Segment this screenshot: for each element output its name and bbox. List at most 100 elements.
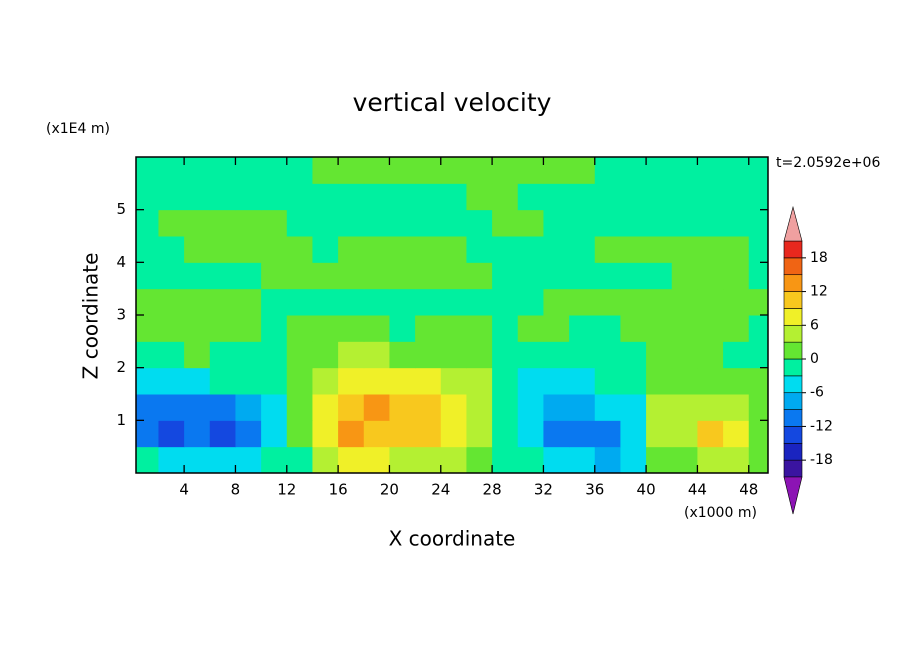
colorbar-band bbox=[783, 240, 803, 259]
contour-cell bbox=[646, 236, 673, 263]
contour-cell bbox=[594, 446, 621, 473]
contour-cell bbox=[723, 394, 750, 421]
x-tick-label: 48 bbox=[739, 481, 758, 499]
contour-cell bbox=[209, 236, 236, 263]
colorbar-band bbox=[783, 442, 803, 461]
contour-cell bbox=[363, 209, 390, 237]
contour-cell bbox=[261, 420, 288, 448]
contour-cell bbox=[415, 262, 442, 290]
contour-cell bbox=[594, 262, 621, 290]
contour-cell bbox=[235, 315, 262, 342]
contour-cell bbox=[517, 341, 544, 369]
contour-cell bbox=[440, 446, 467, 473]
colorbar-band bbox=[783, 409, 803, 427]
contour-cell bbox=[594, 183, 621, 211]
contour-cell bbox=[389, 288, 416, 316]
contour-cell bbox=[697, 420, 724, 448]
contour-cell bbox=[671, 157, 698, 184]
contour-cell bbox=[517, 315, 544, 342]
contour-cell bbox=[363, 367, 390, 395]
contour-cell bbox=[569, 315, 596, 342]
contour-cell bbox=[594, 341, 621, 369]
contour-cell bbox=[671, 209, 698, 237]
contour-cell bbox=[415, 341, 442, 369]
contour-cell bbox=[235, 209, 262, 237]
contour-cell bbox=[671, 420, 698, 448]
contour-cell bbox=[569, 183, 596, 211]
contour-cell bbox=[235, 157, 262, 184]
contour-cell bbox=[136, 367, 159, 395]
contour-cell bbox=[415, 209, 442, 237]
contour-cell bbox=[594, 315, 621, 342]
contour-cell bbox=[389, 394, 416, 421]
contour-cell bbox=[492, 183, 519, 211]
contour-cell bbox=[158, 315, 185, 342]
x-tick-label: 24 bbox=[431, 481, 450, 499]
contour-cell bbox=[415, 288, 442, 316]
contour-cell bbox=[671, 341, 698, 369]
contour-cell bbox=[312, 446, 339, 473]
contour-cell bbox=[338, 367, 365, 395]
contour-cell bbox=[363, 341, 390, 369]
contour-cell bbox=[646, 446, 673, 473]
contour-cell bbox=[158, 341, 185, 369]
y-axis-title: Z coordinate bbox=[79, 253, 103, 380]
contour-cell bbox=[697, 209, 724, 237]
contour-cell bbox=[748, 315, 768, 342]
contour-cell bbox=[543, 315, 570, 342]
contour-cell bbox=[723, 315, 750, 342]
contour-cell bbox=[466, 446, 493, 473]
contour-cell bbox=[184, 315, 211, 342]
contour-cell bbox=[569, 446, 596, 473]
contour-cell bbox=[338, 157, 365, 184]
contour-cell bbox=[261, 236, 288, 263]
contour-cell bbox=[261, 341, 288, 369]
x-tick-label: 16 bbox=[329, 481, 348, 499]
contour-cell bbox=[440, 157, 467, 184]
contour-cell bbox=[158, 288, 185, 316]
contour-cell bbox=[594, 288, 621, 316]
contour-cell bbox=[136, 262, 159, 290]
contour-cell bbox=[671, 446, 698, 473]
contour-cell bbox=[415, 420, 442, 448]
contour-cell bbox=[286, 420, 313, 448]
contour-cell bbox=[466, 394, 493, 421]
contour-cell bbox=[363, 288, 390, 316]
contour-cell bbox=[286, 262, 313, 290]
colorbar-extend-low bbox=[783, 476, 803, 515]
contour-cell bbox=[748, 420, 768, 448]
contour-cell bbox=[440, 236, 467, 263]
contour-cell bbox=[440, 394, 467, 421]
contour-cell bbox=[209, 157, 236, 184]
contour-cell bbox=[261, 262, 288, 290]
contour-cell bbox=[492, 315, 519, 342]
contour-cell bbox=[594, 420, 621, 448]
contour-cell bbox=[235, 367, 262, 395]
colorbar-band bbox=[783, 375, 803, 394]
x-tick-label: 4 bbox=[179, 481, 189, 499]
contour-cell bbox=[620, 236, 647, 263]
contour-cell bbox=[517, 367, 544, 395]
contour-cell bbox=[594, 367, 621, 395]
contour-cell bbox=[594, 157, 621, 184]
contour-cell bbox=[261, 157, 288, 184]
contour-cell bbox=[646, 209, 673, 237]
contour-cell bbox=[312, 157, 339, 184]
contour-cell bbox=[415, 183, 442, 211]
x-tick-label: 32 bbox=[534, 481, 553, 499]
contour-cell bbox=[723, 341, 750, 369]
contour-cell bbox=[184, 420, 211, 448]
contour-cell bbox=[338, 209, 365, 237]
contour-cell bbox=[697, 367, 724, 395]
contour-cell bbox=[136, 315, 159, 342]
colorbar-tick-label: 0 bbox=[810, 351, 819, 367]
contour-cell bbox=[492, 157, 519, 184]
colorbar-extend-high bbox=[783, 205, 803, 242]
contour-cell bbox=[671, 394, 698, 421]
contour-cell bbox=[184, 341, 211, 369]
colorbar-tick-label: -6 bbox=[810, 385, 824, 401]
contour-cell bbox=[620, 209, 647, 237]
contour-cell bbox=[646, 341, 673, 369]
contour-cell bbox=[312, 315, 339, 342]
contour-cell bbox=[748, 446, 768, 473]
